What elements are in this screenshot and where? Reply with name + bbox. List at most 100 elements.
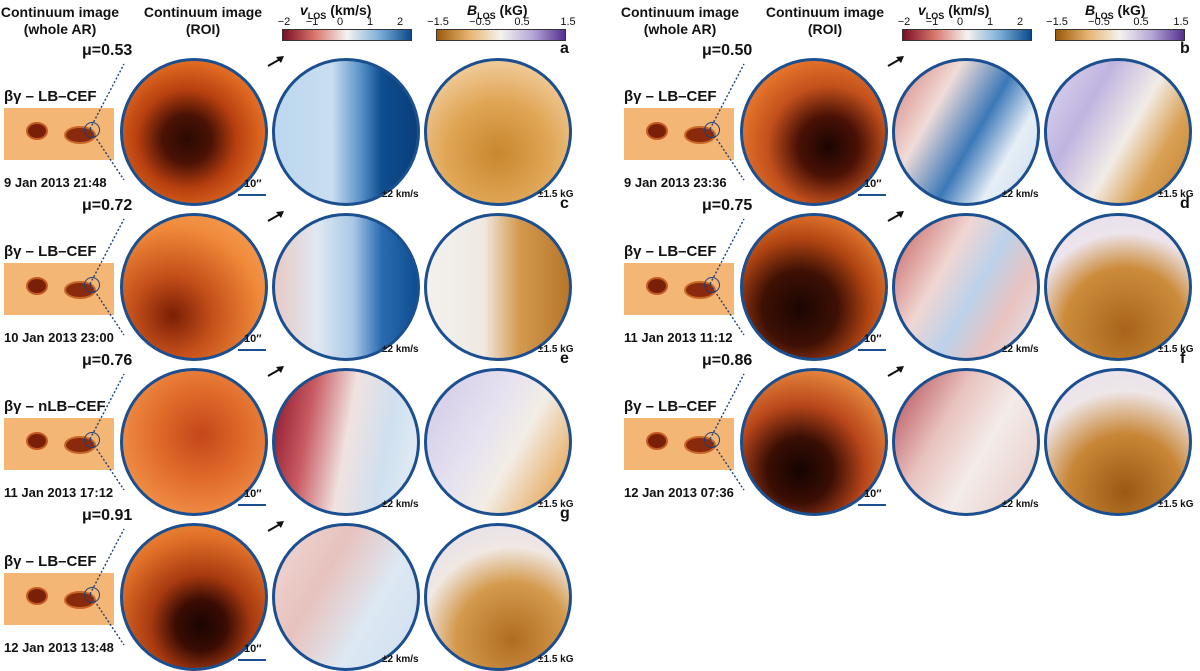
blos-tick-row-right: −1.5 −0.5 0.5 1.5	[1046, 16, 1189, 28]
vlos-colorbar-title-right: vLOS (km/s)	[918, 2, 990, 21]
blos-disk	[424, 213, 572, 361]
sunspot-leading	[28, 589, 46, 603]
mu-label: μ=0.86	[702, 352, 753, 369]
sunspot-class-label: βγ – LB–CEF	[4, 88, 97, 105]
panel-letter: e	[560, 350, 569, 367]
panel-letter: b	[1180, 40, 1190, 57]
blos-range-label: ±1.5 kG	[538, 344, 574, 355]
mu-label: μ=0.91	[82, 507, 133, 524]
direction-arrow-icon	[266, 364, 286, 378]
blos-disk	[1044, 213, 1192, 361]
blos-range-label: ±1.5 kG	[1158, 344, 1194, 355]
vlos-range-label: ±2 km/s	[1002, 499, 1039, 510]
connector-line-bottom	[89, 283, 125, 336]
roi-connector-lines	[709, 218, 745, 336]
roi-marker	[704, 432, 720, 448]
roi-marker	[84, 587, 100, 603]
sunspot-leading	[28, 434, 46, 448]
connector-line-top	[709, 63, 745, 130]
vlos-disk	[272, 523, 420, 671]
roi-connector-lines	[89, 218, 125, 336]
vlos-disk	[892, 368, 1040, 516]
vlos-disk	[272, 368, 420, 516]
connector-line-top	[89, 373, 125, 440]
blos-disk	[424, 58, 572, 206]
observation-date: 12 Jan 2013 13:48	[4, 640, 114, 655]
sunspot-class-label: βγ – LB–CEF	[624, 243, 717, 260]
roi-connector-lines	[89, 373, 125, 491]
header-whole-ar-right: Continuum image (whole AR)	[620, 4, 740, 37]
mu-label: μ=0.50	[702, 42, 753, 59]
connector-line-bottom	[709, 283, 745, 336]
continuum-roi-disk	[120, 368, 268, 516]
connector-line-bottom	[89, 128, 125, 181]
roi-connector-lines	[709, 63, 745, 181]
vlos-colorbar-right	[902, 29, 1032, 41]
sunspot-leading	[648, 124, 666, 138]
connector-line-top	[709, 373, 745, 440]
roi-connector-lines	[89, 63, 125, 181]
observation-date: 9 Jan 2013 21:48	[4, 175, 107, 190]
blos-disk	[424, 523, 572, 671]
blos-range-label: ±1.5 kG	[1158, 499, 1194, 510]
sunspot-leading	[648, 279, 666, 293]
roi-marker	[84, 432, 100, 448]
blos-disk	[1044, 368, 1192, 516]
continuum-roi-disk	[740, 213, 888, 361]
observation-date: 12 Jan 2013 07:36	[624, 485, 734, 500]
blos-colorbar	[436, 29, 566, 41]
observation-date: 10 Jan 2013 23:00	[4, 330, 114, 345]
sunspot-leading	[28, 279, 46, 293]
vlos-colorbar-title: vLOS (km/s)	[300, 2, 372, 21]
mu-label: μ=0.53	[82, 42, 133, 59]
roi-marker	[704, 277, 720, 293]
observation-date: 9 Jan 2013 23:36	[624, 175, 727, 190]
header-whole-ar: Continuum image (whole AR)	[0, 4, 120, 37]
panel-letter: d	[1180, 195, 1190, 212]
panel-letter: f	[1180, 350, 1186, 367]
vlos-range-label: ±2 km/s	[1002, 344, 1039, 355]
blos-range-label: ±1.5 kG	[1158, 189, 1194, 200]
blos-range-label: ±1.5 kG	[538, 654, 574, 665]
scale-bar	[238, 194, 266, 196]
sunspot-class-label: βγ – nLB–CEF	[4, 398, 106, 415]
direction-arrow-icon	[886, 54, 906, 68]
sunspot-class-label: βγ – LB–CEF	[4, 553, 97, 570]
roi-marker	[84, 122, 100, 138]
scale-bar-label: 10′′	[864, 178, 882, 190]
scale-bar	[858, 349, 886, 351]
vlos-range-label: ±2 km/s	[382, 499, 419, 510]
connector-line-bottom	[89, 593, 125, 646]
panel-letter: c	[560, 195, 569, 212]
connector-line-bottom	[709, 128, 745, 181]
direction-arrow-icon	[886, 364, 906, 378]
roi-connector-lines	[709, 373, 745, 491]
mu-label: μ=0.72	[82, 197, 133, 214]
vlos-range-label: ±2 km/s	[382, 654, 419, 665]
blos-colorbar-title: BLOS (kG)	[467, 2, 528, 21]
blos-range-label: ±1.5 kG	[538, 499, 574, 510]
connector-line-top	[89, 63, 125, 130]
blos-disk	[424, 368, 572, 516]
blos-colorbar-right	[1055, 29, 1185, 41]
blos-disk	[1044, 58, 1192, 206]
scale-bar	[858, 194, 886, 196]
scale-bar-label: 10′′	[864, 488, 882, 500]
sunspot-leading	[28, 124, 46, 138]
observation-date: 11 Jan 2013 17:12	[4, 485, 114, 500]
header-roi: Continuum image (ROI)	[143, 4, 263, 37]
blos-range-label: ±1.5 kG	[538, 189, 574, 200]
vlos-range-label: ±2 km/s	[1002, 189, 1039, 200]
vlos-tick-row: −2 −1 0 1 2	[277, 16, 404, 28]
scale-bar	[858, 504, 886, 506]
blos-tick-row: −1.5 −0.5 0.5 1.5	[427, 16, 576, 28]
scale-bar	[238, 659, 266, 661]
roi-marker	[704, 122, 720, 138]
vlos-disk	[272, 213, 420, 361]
direction-arrow-icon	[266, 209, 286, 223]
vlos-disk	[892, 213, 1040, 361]
continuum-roi-disk	[120, 523, 268, 671]
sunspot-class-label: βγ – LB–CEF	[4, 243, 97, 260]
vlos-colorbar	[282, 29, 412, 41]
scale-bar	[238, 349, 266, 351]
